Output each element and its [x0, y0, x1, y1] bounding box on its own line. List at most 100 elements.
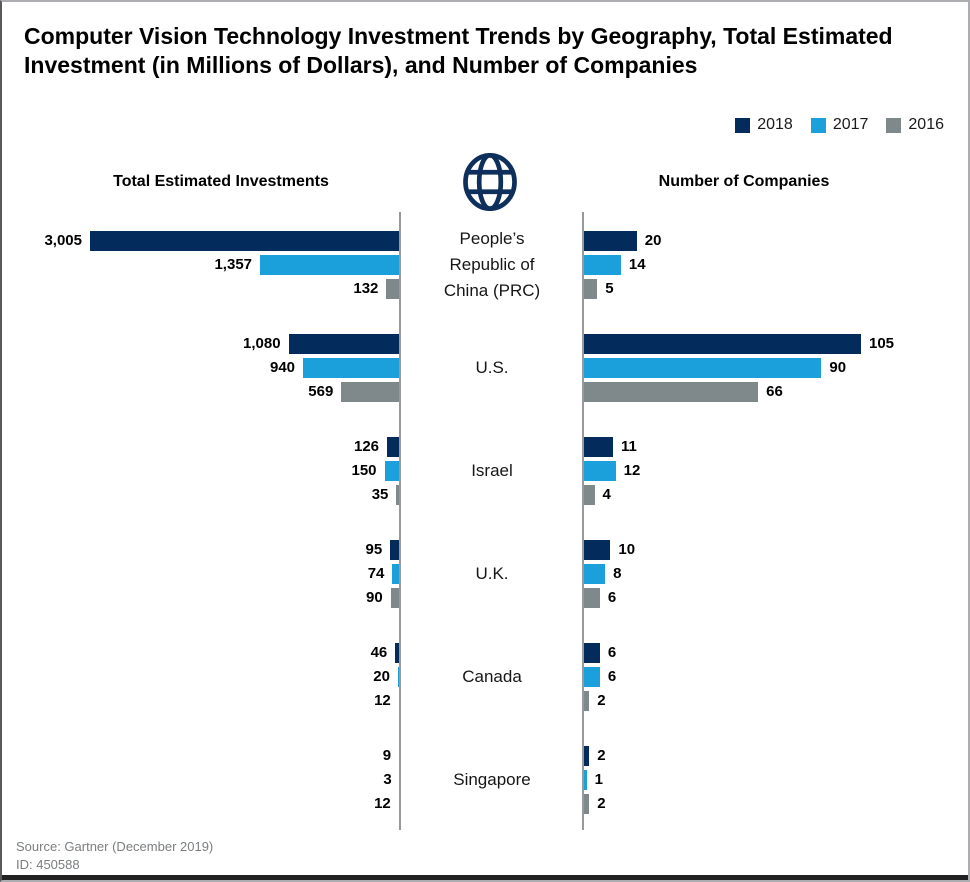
legend-swatch-2016-icon	[886, 117, 902, 133]
right-column-header: Number of Companies	[658, 173, 830, 190]
left-column-header: Total Estimated Investments	[113, 173, 329, 190]
investment-bar-2017	[260, 255, 400, 275]
investment-value-label: 90	[366, 589, 383, 606]
country-label-line: China (PRC)	[443, 281, 541, 300]
country-label: Israel	[401, 428, 583, 514]
companies-value-label: 12	[623, 462, 641, 479]
companies-bar-2016	[584, 382, 759, 402]
investment-bar-2018	[90, 231, 400, 251]
investment-value-label: 35	[371, 486, 389, 503]
legend-label-2017: 2017	[832, 116, 869, 133]
page-title: Computer Vision Technology Investment Tr…	[24, 23, 893, 78]
investment-value-label: 3	[383, 771, 392, 788]
companies-bar-2017	[584, 255, 621, 275]
investment-value-label: 12	[374, 692, 391, 709]
investment-value-label: 1,357	[214, 256, 253, 273]
country-label-line: U.S.	[475, 358, 509, 377]
legend-swatch-2018-icon	[735, 117, 751, 133]
companies-value-label: 2	[597, 795, 606, 812]
investment-value-label: 9	[382, 747, 392, 764]
country-label-line: Israel	[471, 461, 513, 480]
bottom-bar	[2, 875, 968, 880]
investment-bar-2017	[397, 667, 400, 687]
companies-bar-2016	[584, 485, 595, 505]
companies-bar-2018	[584, 231, 637, 251]
investment-bar-2018	[387, 437, 400, 457]
investment-bar-2016	[390, 588, 400, 608]
companies-bar-2017	[584, 667, 600, 687]
companies-value-label: 2	[597, 692, 606, 709]
legend: 2018 2017 2016	[735, 116, 944, 134]
country-label-line: U.K.	[475, 564, 509, 583]
companies-value-label: 1	[594, 771, 603, 788]
country-label-line: Canada	[462, 667, 522, 686]
legend-item-2018: 2018	[735, 116, 793, 134]
companies-bar-2017	[584, 770, 587, 790]
investment-value-label: 126	[353, 438, 380, 455]
investment-value-label: 1,080	[243, 335, 281, 352]
companies-value-label: 14	[628, 256, 646, 273]
companies-bar-2017	[584, 564, 606, 584]
companies-bar-2018	[584, 643, 600, 663]
companies-bar-2016	[584, 279, 598, 299]
investment-bar-2017	[392, 564, 400, 584]
country-label: Singapore	[401, 737, 583, 823]
country-label: U.S.	[401, 325, 583, 411]
legend-label-2016: 2016	[908, 116, 944, 133]
companies-bar-2016	[584, 794, 590, 814]
country-label: U.K.	[401, 531, 583, 617]
investment-value-label: 12	[374, 795, 391, 812]
investment-bar-2018	[395, 643, 400, 663]
companies-value-label: 2	[597, 747, 606, 764]
legend-item-2016: 2016	[886, 116, 944, 134]
companies-value-label: 20	[644, 232, 662, 249]
investment-bar-2016	[396, 485, 400, 505]
investment-value-label: 132	[353, 280, 379, 297]
companies-value-label: 66	[766, 383, 783, 400]
investment-value-label: 74	[367, 565, 385, 582]
investment-value-label: 940	[270, 359, 296, 376]
companies-bar-2017	[584, 461, 616, 481]
country-label: People’s Republic of China (PRC)	[401, 222, 583, 308]
companies-value-label: 90	[829, 359, 847, 376]
companies-bar-2018	[584, 334, 861, 354]
chart-area: People’s Republic of China (PRC) 3,005 1,357…	[2, 212, 968, 837]
source-note: Source: Gartner (December 2019) ID: 4505…	[16, 838, 213, 874]
companies-value-label: 6	[607, 668, 617, 685]
country-label-line: People’s	[459, 229, 525, 248]
id-line: ID: 450588	[16, 857, 80, 872]
companies-value-label: 105	[869, 335, 895, 352]
source-line: Source: Gartner (December 2019)	[16, 839, 214, 854]
investment-value-label: 46	[370, 644, 388, 661]
investment-value-label: 150	[351, 462, 377, 479]
investment-bar-2017	[303, 358, 400, 378]
legend-item-2017: 2017	[810, 116, 869, 134]
legend-swatch-2017-icon	[810, 117, 826, 133]
companies-bar-2016	[584, 588, 600, 608]
companies-value-label: 11	[621, 438, 637, 455]
investment-bar-2018	[390, 540, 400, 560]
investment-bar-2016	[386, 279, 400, 299]
investment-value-label: 95	[365, 541, 383, 558]
left-axis-line	[399, 212, 401, 830]
companies-bar-2018	[584, 540, 611, 560]
country-label: Canada	[401, 634, 583, 720]
right-axis-line	[582, 212, 584, 830]
companies-value-label: 5	[605, 280, 614, 297]
legend-label-2018: 2018	[757, 116, 793, 133]
globe-icon	[463, 152, 517, 212]
companies-value-label: 8	[613, 565, 622, 582]
companies-bar-2018	[584, 746, 590, 766]
companies-value-label: 10	[618, 541, 636, 558]
investment-value-label: 20	[373, 668, 390, 685]
investment-bar-2018	[288, 334, 400, 354]
investment-value-label: 569	[308, 383, 334, 400]
companies-bar-2017	[584, 358, 822, 378]
country-label-line: Singapore	[453, 770, 531, 789]
investment-bar-2017	[384, 461, 400, 481]
companies-value-label: 6	[607, 589, 617, 606]
companies-bar-2018	[584, 437, 614, 457]
companies-value-label: 4	[602, 486, 611, 503]
companies-bar-2016	[584, 691, 590, 711]
